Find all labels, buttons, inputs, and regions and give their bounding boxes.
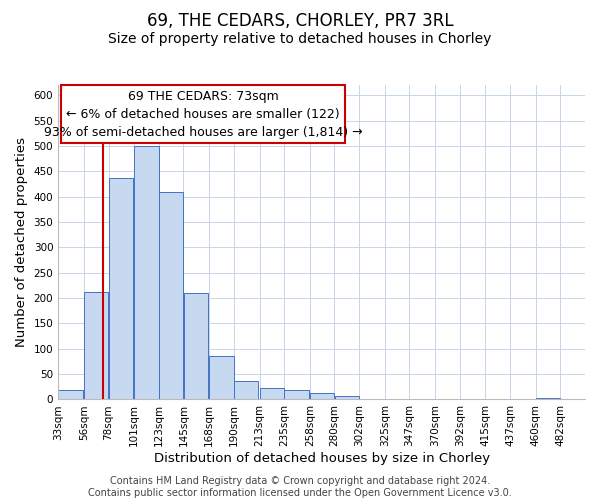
Text: Contains public sector information licensed under the Open Government Licence v3: Contains public sector information licen… (88, 488, 512, 498)
Bar (209, 356, 233, 400)
Bar (159, 192, 183, 400)
Bar (134, 146, 158, 400)
Bar (109, 178, 133, 400)
Bar (310, 393, 334, 400)
Bar (234, 381, 258, 400)
Y-axis label: Number of detached properties: Number of detached properties (15, 137, 28, 347)
FancyBboxPatch shape (61, 85, 345, 143)
Bar (84, 292, 109, 400)
Text: 69, THE CEDARS, CHORLEY, PR7 3RL: 69, THE CEDARS, CHORLEY, PR7 3RL (146, 12, 454, 30)
Text: 69 THE CEDARS: 73sqm
← 6% of detached houses are smaller (122)
93% of semi-detac: 69 THE CEDARS: 73sqm ← 6% of detached ho… (44, 90, 362, 138)
X-axis label: Distribution of detached houses by size in Chorley: Distribution of detached houses by size … (154, 452, 490, 465)
Text: Contains HM Land Registry data © Crown copyright and database right 2024.: Contains HM Land Registry data © Crown c… (110, 476, 490, 486)
Bar (284, 390, 308, 400)
Bar (536, 398, 560, 400)
Bar (184, 294, 208, 400)
Bar (335, 396, 359, 400)
Text: Size of property relative to detached houses in Chorley: Size of property relative to detached ho… (109, 32, 491, 46)
Bar (58, 390, 83, 400)
Bar (260, 388, 284, 400)
